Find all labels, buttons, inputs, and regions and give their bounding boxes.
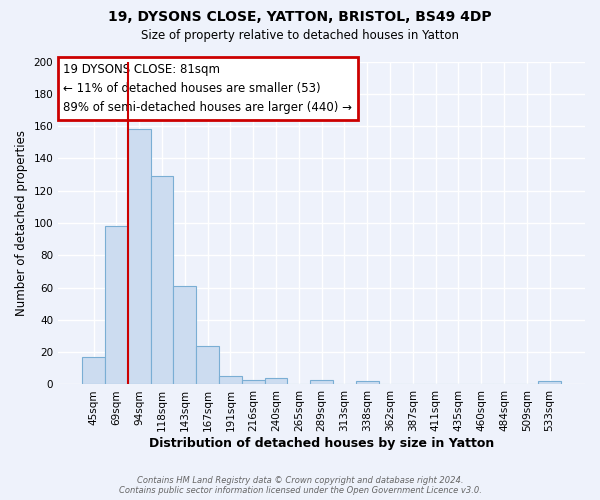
Bar [219,376,242,384]
Bar [128,130,151,384]
Bar [151,176,173,384]
X-axis label: Distribution of detached houses by size in Yatton: Distribution of detached houses by size … [149,437,494,450]
Bar [173,286,196,384]
Text: Size of property relative to detached houses in Yatton: Size of property relative to detached ho… [141,29,459,42]
Bar [310,380,333,384]
Bar [196,346,219,385]
Text: 19 DYSONS CLOSE: 81sqm
← 11% of detached houses are smaller (53)
89% of semi-det: 19 DYSONS CLOSE: 81sqm ← 11% of detached… [64,63,352,114]
Bar [82,357,105,384]
Y-axis label: Number of detached properties: Number of detached properties [15,130,28,316]
Bar [538,381,561,384]
Bar [242,380,265,384]
Text: Contains HM Land Registry data © Crown copyright and database right 2024.
Contai: Contains HM Land Registry data © Crown c… [119,476,481,495]
Bar [105,226,128,384]
Bar [356,381,379,384]
Bar [265,378,287,384]
Text: 19, DYSONS CLOSE, YATTON, BRISTOL, BS49 4DP: 19, DYSONS CLOSE, YATTON, BRISTOL, BS49 … [108,10,492,24]
